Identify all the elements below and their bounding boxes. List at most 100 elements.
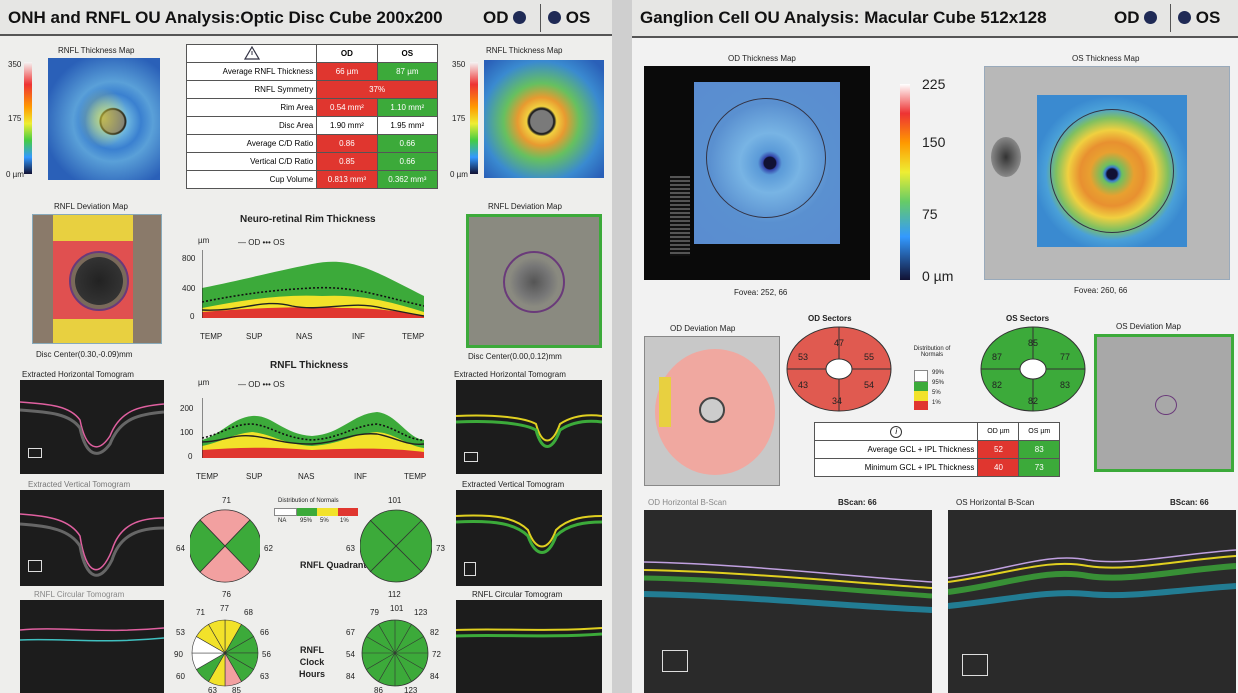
- rim-x-tick: SUP: [246, 332, 263, 341]
- os-clock-right-1: 72: [432, 650, 441, 659]
- os-quadrant-pie: [360, 509, 432, 583]
- legend-title: Distribution of Normals: [278, 498, 339, 504]
- os-bscan-num: BScan: 66: [1170, 498, 1209, 507]
- gc-legend-swatches: [914, 370, 928, 410]
- rim-y-tick: 400: [182, 284, 196, 293]
- info-icon: i: [890, 425, 903, 438]
- od-eye-icon: [1144, 11, 1158, 24]
- od-clock-top-0: 71: [196, 608, 205, 617]
- os-sector-value: 87: [992, 352, 1003, 362]
- od-sector-value: 47: [834, 338, 845, 348]
- avg-rnfl-os: 87 µm: [376, 62, 439, 81]
- od-clock-left-0: 53: [176, 628, 185, 637]
- os-clock-top-0: 79: [370, 608, 379, 617]
- legend-1: 1%: [340, 518, 349, 524]
- os-clock-pie: [361, 619, 429, 687]
- gc-legend-5: 5%: [932, 390, 941, 396]
- left-os-label: OS: [565, 8, 591, 27]
- os-quad-n: 73: [436, 544, 445, 553]
- rim-thickness-chart: [202, 250, 424, 318]
- gcl-row-label: Average GCL + IPL Thickness: [813, 440, 979, 459]
- rim-y-tick: 800: [182, 254, 196, 263]
- os-circ-tomo-svg: [456, 627, 602, 638]
- left-od-label: OD: [483, 8, 509, 27]
- ganglion-cell-report: Ganglion Cell OU Analysis: Macular Cube …: [632, 0, 1238, 693]
- od-sectors-chart: [786, 326, 892, 412]
- os-quad-s: 101: [388, 496, 402, 505]
- rnfl-y-tick: 200: [180, 404, 194, 413]
- rim-legend-os: OS: [273, 238, 285, 247]
- os-clock-right-2: 84: [430, 672, 439, 681]
- od-map-yellow-patch: [78, 88, 128, 148]
- os-h-tomo-svg: [456, 414, 602, 448]
- rnfl-od-line: [202, 433, 424, 446]
- table-col-od: OD: [316, 44, 378, 63]
- left-report-title: ONH and RNFL OU Analysis:Optic Disc Cube…: [8, 8, 443, 27]
- rnfl-chart-title: RNFL Thickness: [270, 360, 349, 371]
- od-h-tomo-svg: [20, 401, 164, 455]
- scan-locator-icon: [28, 560, 42, 572]
- warning-icon-cell: [185, 44, 318, 63]
- gc-legend-95: 95%: [932, 380, 945, 386]
- rnfl-thickness-chart: [202, 398, 424, 458]
- od-extracted-v-title: Extracted Vertical Tomogram: [28, 480, 131, 489]
- od-sector-value: 54: [864, 380, 875, 390]
- legend-na: NA: [278, 518, 287, 524]
- vert-cd-od: 0.85: [316, 152, 378, 171]
- legend-5: 5%: [320, 518, 329, 524]
- rnfl-symmetry: 37%: [316, 80, 438, 99]
- clock-hours-label: RNFL Clock Hours: [298, 645, 325, 679]
- rim-x-tick: TEMP: [200, 332, 223, 341]
- os-thickness-map-title: RNFL Thickness Map: [486, 46, 563, 55]
- os-color-scale: [470, 62, 478, 174]
- right-header: Ganglion Cell OU Analysis: Macular Cube …: [632, 0, 1238, 38]
- left-os-indicator: OS: [548, 8, 590, 28]
- right-os-label: OS: [1195, 8, 1221, 27]
- os-scale-top: 350: [452, 60, 466, 69]
- rnfl-legend-os: OS: [273, 380, 285, 389]
- od-quad-t: 64: [176, 544, 185, 553]
- rim-os-line: [202, 286, 424, 307]
- cup-volume-os: 0.362 mm³: [376, 170, 439, 189]
- rnfl-abnormal-band: [202, 447, 424, 458]
- os-etdrs-circle: [1050, 109, 1174, 233]
- os-extracted-v-title: Extracted Vertical Tomogram: [462, 480, 565, 489]
- os-dev-title: OS Deviation Map: [1116, 322, 1181, 331]
- os-disc-center: Disc Center(0.00,0.12)mm: [468, 352, 562, 361]
- od-color-scale: [24, 62, 32, 174]
- scale-0: 0 µm: [922, 268, 954, 284]
- od-thickness-map: [644, 66, 870, 280]
- od-dev-title: OD Deviation Map: [670, 324, 736, 333]
- od-sector-value: 53: [798, 352, 809, 362]
- os-fovea: Fovea: 260, 66: [1074, 286, 1128, 295]
- row-label: Disc Area: [185, 116, 318, 135]
- right-os-indicator: OS: [1178, 8, 1220, 28]
- gc-legend-99: 99%: [932, 370, 945, 376]
- od-clock-left-2: 60: [176, 672, 185, 681]
- scale-225: 225: [922, 76, 946, 92]
- os-quad-i: 112: [388, 590, 401, 599]
- os-deviation-map: [466, 214, 602, 348]
- legend-swatches: [274, 508, 358, 516]
- gcl-table: i OD µm OS µm Average GCL + IPL Thicknes…: [813, 422, 1060, 477]
- rim-x-tick: TEMP: [402, 332, 425, 341]
- right-report-title: Ganglion Cell OU Analysis: Macular Cube …: [640, 8, 1047, 27]
- os-vertical-tomogram: [456, 490, 602, 586]
- rnfl-x-tick: SUP: [246, 472, 263, 481]
- gc-legend-swatch: [914, 370, 928, 382]
- od-scale-bottom: 0 µm: [6, 170, 24, 179]
- rnfl-x-tick: TEMP: [196, 472, 219, 481]
- od-bscan: [644, 510, 932, 693]
- rnfl-y-tick: 0: [188, 452, 193, 461]
- od-clock-pie: [191, 619, 259, 687]
- vert-cd-os: 0.66: [376, 152, 439, 171]
- os-v-tomo-svg: [456, 514, 602, 554]
- avg-cd-od: 0.86: [316, 134, 378, 153]
- disc-area-od: 1.90 mm²: [316, 116, 378, 135]
- od-bscan-svg: [644, 561, 932, 613]
- os-extracted-h-title: Extracted Horizontal Tomogram: [454, 370, 566, 379]
- os-bscan-svg: [948, 549, 1236, 609]
- min-gcl-os: 73: [1018, 458, 1060, 477]
- os-quad-t: 63: [346, 544, 355, 553]
- os-sector-value: 83: [1060, 380, 1071, 390]
